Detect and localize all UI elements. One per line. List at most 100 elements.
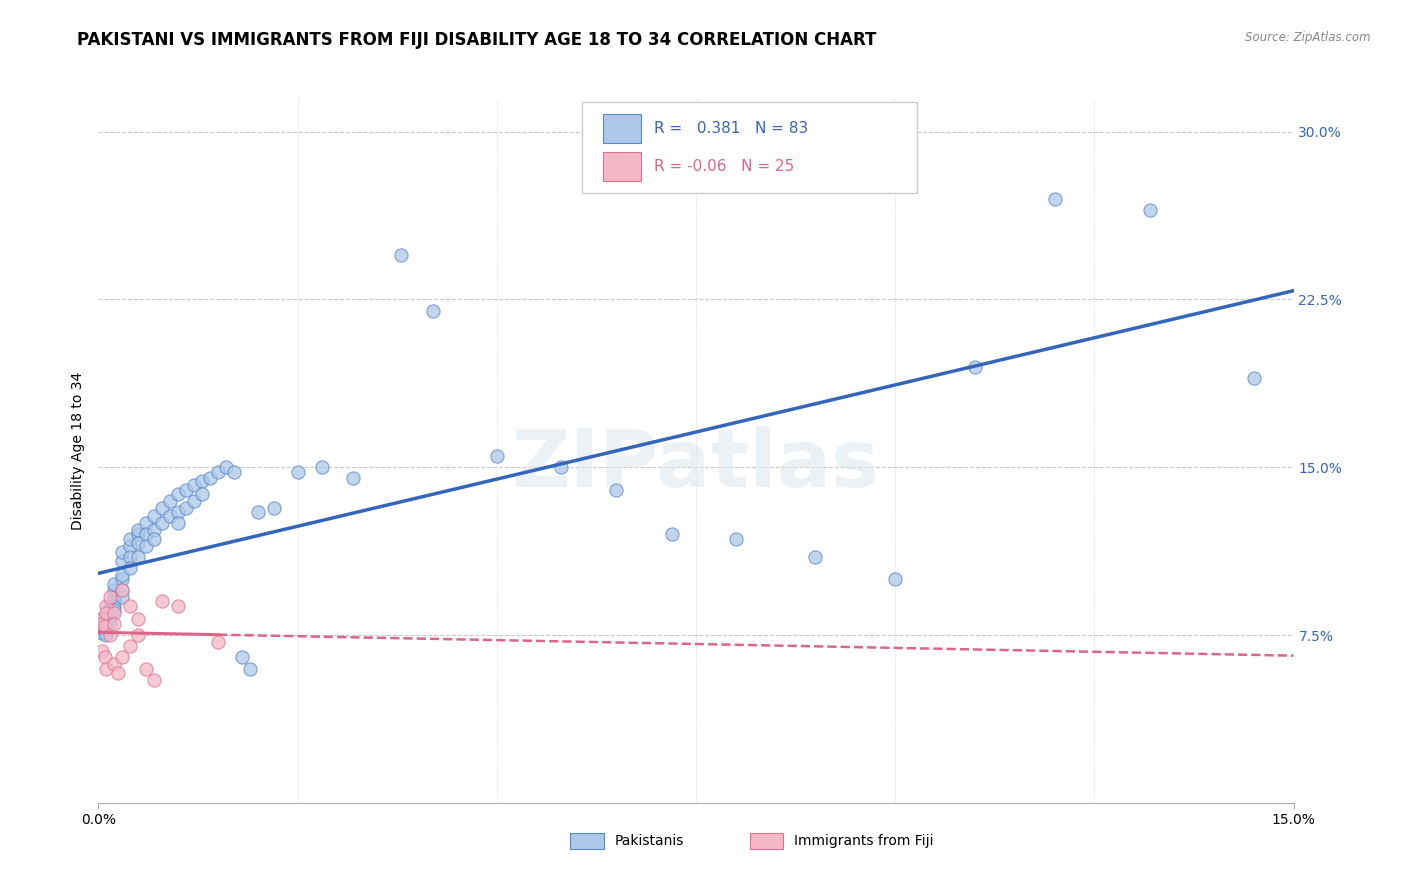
Point — [103, 590, 125, 604]
Point — [91, 643, 114, 657]
Point — [91, 616, 114, 631]
Point — [103, 583, 125, 598]
Point — [111, 583, 134, 598]
Point — [167, 487, 190, 501]
Point — [191, 474, 214, 488]
Point — [342, 471, 364, 485]
Point — [120, 539, 142, 553]
Point — [98, 606, 122, 620]
Point — [150, 500, 173, 515]
Point — [103, 576, 125, 591]
FancyBboxPatch shape — [749, 833, 783, 848]
Point — [135, 527, 157, 541]
Text: Pakistanis: Pakistanis — [614, 834, 685, 848]
Point — [231, 650, 253, 665]
Point — [98, 599, 122, 613]
Point — [724, 532, 747, 546]
Point — [111, 572, 134, 586]
Point — [150, 594, 173, 608]
Point — [215, 460, 238, 475]
Point — [98, 612, 122, 626]
Point — [246, 505, 269, 519]
Point — [98, 603, 122, 617]
Point — [94, 619, 117, 633]
Point — [94, 615, 117, 629]
Point — [103, 657, 125, 672]
Point — [91, 616, 114, 631]
Point — [389, 248, 412, 262]
Point — [127, 549, 149, 564]
Point — [120, 549, 142, 564]
Point — [91, 625, 114, 640]
Point — [485, 449, 508, 463]
Point — [96, 612, 118, 626]
Y-axis label: Disability Age 18 to 34: Disability Age 18 to 34 — [70, 371, 84, 530]
Point — [1243, 370, 1265, 384]
Point — [1139, 202, 1161, 217]
Point — [111, 583, 134, 598]
Point — [605, 483, 627, 497]
Point — [263, 500, 285, 515]
Point — [422, 303, 444, 318]
Point — [96, 625, 118, 640]
Point — [159, 493, 181, 508]
Point — [96, 599, 118, 613]
Point — [150, 516, 173, 531]
Point — [111, 567, 134, 582]
Point — [174, 500, 197, 515]
Point — [159, 509, 181, 524]
Point — [222, 465, 245, 479]
Point — [103, 599, 125, 613]
Point — [127, 628, 149, 642]
Point — [120, 639, 142, 653]
Text: R = -0.06   N = 25: R = -0.06 N = 25 — [654, 159, 794, 174]
Point — [120, 532, 142, 546]
Point — [91, 621, 114, 635]
FancyBboxPatch shape — [571, 833, 605, 848]
Text: Source: ZipAtlas.com: Source: ZipAtlas.com — [1246, 31, 1371, 45]
Point — [183, 478, 205, 492]
Point — [127, 527, 149, 541]
FancyBboxPatch shape — [603, 113, 641, 144]
Point — [90, 612, 112, 626]
Point — [143, 509, 166, 524]
Point — [1043, 192, 1066, 206]
Point — [107, 666, 129, 681]
Point — [94, 619, 117, 633]
Point — [96, 662, 118, 676]
Point — [96, 610, 118, 624]
Point — [239, 662, 262, 676]
Point — [103, 594, 125, 608]
Point — [111, 545, 134, 559]
Point — [103, 603, 125, 617]
Point — [207, 634, 229, 648]
Point — [111, 650, 134, 665]
Point — [135, 539, 157, 553]
Point — [94, 650, 117, 665]
Point — [963, 359, 986, 374]
Point — [183, 493, 205, 508]
Point — [191, 487, 214, 501]
Point — [111, 554, 134, 568]
Point — [120, 599, 142, 613]
Point — [98, 628, 122, 642]
Point — [143, 523, 166, 537]
Point — [98, 590, 122, 604]
Point — [96, 616, 118, 631]
Point — [143, 673, 166, 687]
Point — [96, 628, 118, 642]
Point — [287, 465, 309, 479]
Point — [127, 536, 149, 550]
Point — [94, 624, 117, 638]
Point — [98, 616, 122, 631]
Point — [198, 471, 221, 485]
Point — [167, 505, 190, 519]
FancyBboxPatch shape — [582, 102, 917, 194]
Point — [167, 516, 190, 531]
Point — [103, 606, 125, 620]
Point — [550, 460, 572, 475]
Point — [96, 621, 118, 635]
Text: PAKISTANI VS IMMIGRANTS FROM FIJI DISABILITY AGE 18 TO 34 CORRELATION CHART: PAKISTANI VS IMMIGRANTS FROM FIJI DISABI… — [77, 31, 877, 49]
Point — [96, 606, 118, 620]
Point — [135, 662, 157, 676]
